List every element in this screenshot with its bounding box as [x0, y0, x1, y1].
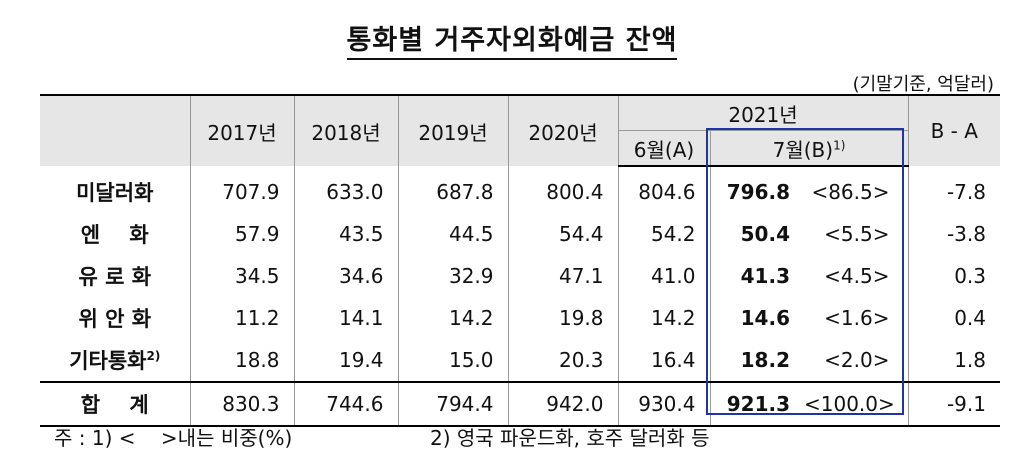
cell-diff: 1.8: [954, 348, 986, 372]
cell-diff: 0.3: [954, 264, 986, 288]
row-label: 위 안 화: [40, 297, 191, 339]
cell-2019: 687.8: [398, 166, 509, 213]
cell-share: <2.0>: [804, 339, 909, 382]
header-row-2: 6월(A) 7월(B)1): [40, 130, 1000, 167]
cell-june: 16.4: [618, 339, 711, 382]
cell-july: 18.2: [740, 348, 790, 372]
cell-2018: 633.0: [294, 166, 399, 213]
cell-diff: 0.4: [954, 306, 986, 330]
row-label: 유 로 화: [40, 255, 191, 297]
cell-july: 41.3: [740, 264, 790, 288]
table-row: 기타통화2) 18.8 19.4 15.0 20.3 16.4 18.2 <2.…: [40, 339, 1000, 382]
cell-diff: -3.8: [946, 222, 986, 246]
header-diff: B - A: [908, 94, 1000, 166]
cell-2017: 18.8: [190, 339, 295, 382]
cell-july: 921.3: [710, 381, 804, 427]
cell-share: <4.5>: [804, 255, 909, 297]
page-title: 통화별 거주자외화예금 잔액: [0, 18, 1024, 60]
deposit-table: 2017년 2018년 2019년 2020년 2021년 B - A 6월(A…: [40, 94, 1000, 427]
cell-july: 14.6: [740, 306, 790, 330]
cell-diff: -9.1: [908, 381, 1000, 427]
cell-2020: 54.4: [508, 213, 619, 255]
header-july: 7월(B)1): [710, 130, 909, 167]
cell-2017: 707.9: [190, 166, 295, 213]
header-row-1: 2017년 2018년 2019년 2020년 2021년 B - A: [40, 94, 1000, 166]
table-row: 미달러화 707.9 633.0 687.8 800.4 804.6 796.8…: [40, 166, 1000, 213]
cell-2018: 14.1: [294, 297, 399, 339]
cell-share: <1.6>: [804, 297, 909, 339]
cell-2017: 34.5: [190, 255, 295, 297]
cell-share: <5.5>: [804, 213, 909, 255]
cell-diff: -7.8: [946, 179, 986, 204]
cell-2019: 794.4: [398, 381, 509, 427]
cell-2017: 11.2: [190, 297, 295, 339]
cell-2017: 57.9: [190, 213, 295, 255]
footnote-2: 2) 영국 파운드화, 호주 달러화 등: [430, 426, 710, 450]
cell-2019: 14.2: [398, 297, 509, 339]
row-label: 합 계: [40, 381, 191, 427]
cell-2020: 20.3: [508, 339, 619, 382]
row-label: 엔 화: [40, 213, 191, 255]
cell-2019: 44.5: [398, 213, 509, 255]
cell-2018: 43.5: [294, 213, 399, 255]
header-year-2020: 2020년: [508, 94, 619, 166]
cell-share: <86.5>: [804, 166, 909, 213]
cell-july: 796.8: [726, 180, 790, 204]
cell-june: 804.6: [618, 166, 711, 213]
cell-2018: 19.4: [294, 339, 399, 382]
cell-2017: 830.3: [190, 381, 295, 427]
cell-june: 930.4: [618, 381, 711, 427]
cell-2020: 942.0: [508, 381, 619, 427]
cell-2020: 19.8: [508, 297, 619, 339]
cell-june: 54.2: [618, 213, 711, 255]
cell-june: 41.0: [618, 255, 711, 297]
header-year-2017: 2017년: [190, 94, 295, 166]
table-row: 위 안 화 11.2 14.1 14.2 19.8 14.2 14.6 <1.6…: [40, 297, 1000, 339]
row-label: 미달러화: [40, 166, 191, 213]
cell-june: 14.2: [618, 297, 711, 339]
cell-2020: 47.1: [508, 255, 619, 297]
cell-july: 50.4: [740, 222, 790, 246]
cell-2019: 15.0: [398, 339, 509, 382]
unit-label: (기말기준, 억달러): [852, 74, 994, 95]
cell-share: <100.0>: [804, 381, 909, 427]
cell-2018: 744.6: [294, 381, 399, 427]
cell-2018: 34.6: [294, 255, 399, 297]
total-row: 합 계 830.3 744.6 794.4 942.0 930.4 921.3 …: [40, 381, 1000, 427]
footnote-1: 주 : 1) < >내는 비중(%): [54, 426, 293, 450]
row-label: 기타통화2): [40, 339, 191, 382]
header-june: 6월(A): [618, 130, 711, 167]
table-row: 엔 화 57.9 43.5 44.5 54.4 54.2 50.4 <5.5> …: [40, 213, 1000, 255]
header-blank: [40, 94, 191, 166]
table-row: 유 로 화 34.5 34.6 32.9 47.1 41.0 41.3 <4.5…: [40, 255, 1000, 297]
cell-2020: 800.4: [508, 166, 619, 213]
header-year-2019: 2019년: [398, 94, 509, 166]
header-year-2021: 2021년: [618, 94, 909, 131]
header-year-2018: 2018년: [294, 94, 399, 166]
cell-2019: 32.9: [398, 255, 509, 297]
